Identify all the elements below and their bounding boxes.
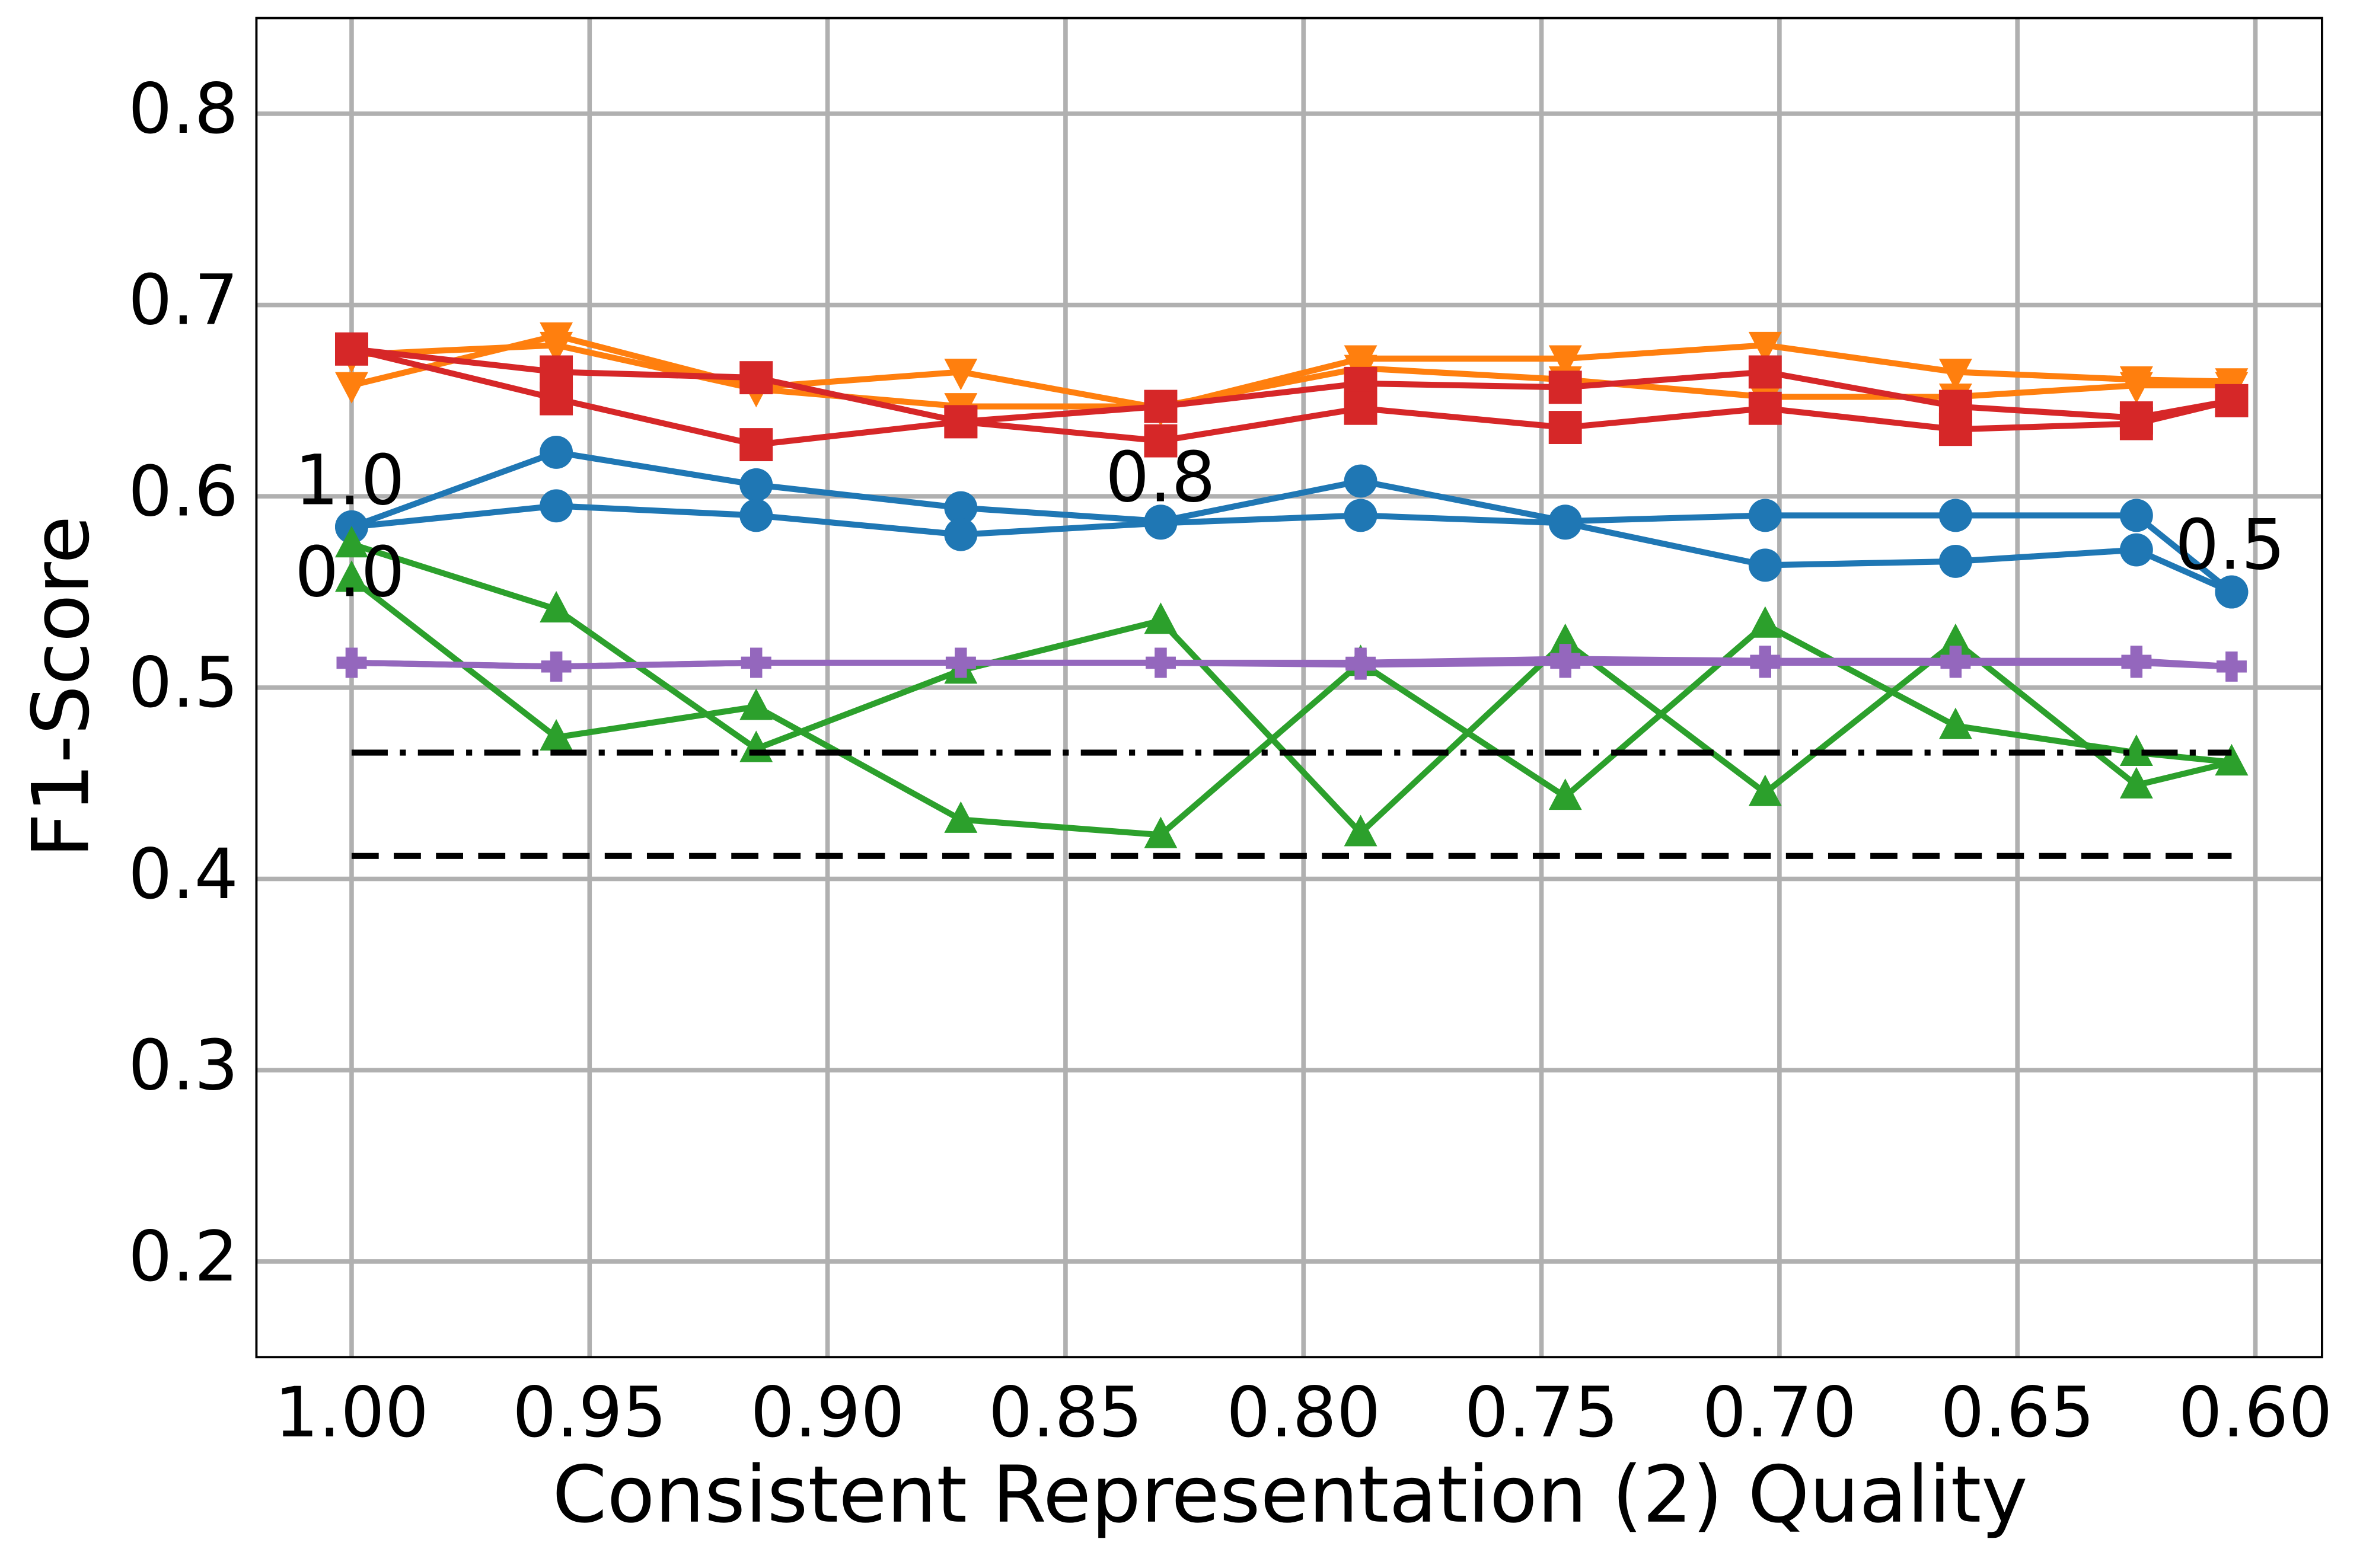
marker [335, 332, 368, 366]
marker [1144, 602, 1178, 634]
x-tick-label: 0.70 [1702, 1372, 1857, 1453]
marker [1748, 499, 1782, 532]
marker [1144, 816, 1178, 848]
marker [1144, 424, 1178, 458]
marker [1548, 345, 1582, 377]
marker [335, 526, 368, 558]
marker [2216, 651, 2247, 682]
marker [1748, 774, 1782, 806]
marker [1344, 391, 1377, 425]
marker [1550, 644, 1581, 674]
y-tick-label: 0.4 [128, 834, 238, 915]
x-tick-label: 1.00 [275, 1372, 429, 1453]
marker [1548, 371, 1582, 404]
marker [1548, 778, 1582, 810]
marker [1548, 411, 1582, 444]
marker [739, 499, 773, 532]
x-tick-label: 0.75 [1464, 1372, 1618, 1453]
y-tick-label: 0.6 [128, 451, 238, 532]
y-tick-label: 0.2 [128, 1216, 238, 1297]
series-line [349, 576, 2232, 838]
marker [1938, 359, 1972, 391]
plot-area [335, 322, 2249, 859]
marker [739, 361, 773, 395]
marker [944, 801, 978, 833]
marker [540, 436, 573, 469]
marker [739, 428, 773, 462]
x-tick-label: 0.60 [2178, 1372, 2332, 1453]
y-tick-label: 0.8 [128, 69, 238, 149]
marker [1938, 707, 1972, 739]
axes-frame [255, 17, 2323, 1359]
x-axis-label: Consistent Representation (2) Quality [552, 1449, 2027, 1541]
marker [540, 590, 573, 622]
marker [1938, 544, 1972, 578]
marker [1146, 647, 1176, 678]
marker [2215, 575, 2249, 609]
marker [336, 647, 367, 678]
marker [2119, 767, 2153, 799]
marker [1938, 499, 1972, 532]
marker [945, 647, 976, 678]
marker [1748, 606, 1782, 638]
marker [541, 651, 572, 682]
marker [540, 382, 573, 416]
marker [335, 372, 368, 404]
marker [2119, 734, 2153, 766]
marker [1144, 506, 1178, 540]
marker [944, 518, 978, 551]
marker [1345, 647, 1376, 678]
annotation: 1.0 [295, 440, 405, 520]
marker [1938, 623, 1972, 655]
annotation: 0.5 [2175, 505, 2285, 586]
annotation: 0.0 [295, 532, 405, 612]
y-tick-label: 0.5 [128, 643, 238, 723]
marker [2215, 384, 2249, 417]
marker [540, 719, 573, 751]
marker [1938, 413, 1972, 446]
x-tick-label: 0.85 [988, 1372, 1143, 1453]
x-tick-label: 0.65 [1940, 1372, 2094, 1453]
x-tick-label: 0.90 [751, 1372, 905, 1453]
x-tick-label: 0.80 [1226, 1372, 1380, 1453]
marker [1344, 815, 1377, 847]
marker [2119, 407, 2153, 440]
marker [1748, 355, 1782, 389]
marker [540, 331, 573, 364]
marker [739, 468, 773, 502]
marker [1748, 331, 1782, 364]
marker [741, 647, 771, 678]
marker [2119, 372, 2153, 404]
marker [2215, 743, 2249, 776]
marker [1344, 499, 1377, 532]
marker [2121, 646, 2152, 676]
marker [1940, 646, 1971, 676]
marker [739, 688, 773, 720]
marker [2119, 499, 2153, 532]
marker [1344, 464, 1377, 498]
marker [1748, 548, 1782, 582]
marker [944, 405, 978, 439]
marker [335, 560, 368, 592]
annotation: 0.8 [1105, 437, 1216, 518]
marker [944, 491, 978, 525]
marker [2119, 533, 2153, 567]
marker [1548, 623, 1582, 655]
marker [1750, 646, 1781, 676]
x-tick-label: 0.95 [512, 1372, 667, 1453]
y-tick-label: 0.3 [128, 1025, 238, 1106]
marker [540, 489, 573, 523]
y-tick-label: 0.7 [128, 260, 238, 341]
marker [1748, 391, 1782, 425]
marker [1144, 389, 1178, 423]
marker [1548, 506, 1582, 540]
marker [944, 359, 978, 391]
y-axis-label: F1-Score [15, 516, 107, 858]
